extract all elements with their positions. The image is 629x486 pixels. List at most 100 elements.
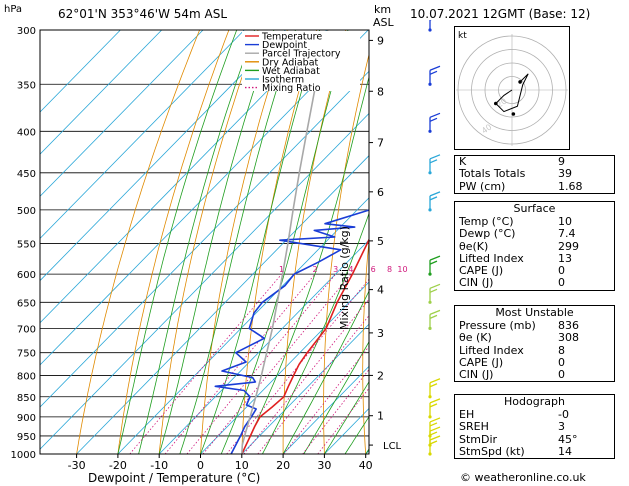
legend-label: Dewpoint [262, 40, 307, 51]
km-tick-label: 2 [377, 369, 384, 382]
wind-barb [428, 283, 441, 304]
table-row: SREH 3 [459, 420, 565, 434]
table-row: EH -0 [459, 408, 569, 421]
mixing-ratio-line [283, 345, 369, 454]
wind-barb [428, 65, 441, 86]
km-tick-label: 3 [377, 327, 384, 340]
pressure-tick-label: 350 [17, 80, 36, 91]
pressure-tick-label: 1000 [11, 450, 36, 461]
temperature-tick-label: 30 [317, 459, 331, 472]
table-row: CAPE (J) 0 [459, 355, 565, 369]
temperature-tick-label: 40 [359, 459, 373, 472]
mixing-ratio-axis-label: Mixing Ratio (g/kg) [338, 226, 351, 330]
hodograph-point [494, 101, 498, 106]
pressure-tick-label: 500 [17, 206, 36, 217]
legend-box [242, 31, 360, 91]
skew-t-diagram: 3003504004505005506006507007508008509009… [11, 26, 420, 472]
pressure-tick-label: 800 [17, 371, 36, 382]
dry-adiabat [401, 30, 420, 454]
table-row: Lifted Index 13 [459, 251, 572, 265]
wind-barb [428, 191, 441, 212]
wet-adiabat [200, 30, 321, 454]
pressure-tick-label: 950 [17, 432, 36, 443]
wind-barb [428, 154, 441, 175]
dry-adiabat [362, 236, 369, 454]
pressure-tick-label: 750 [17, 349, 36, 360]
asl-unit-label: ASL [373, 16, 394, 29]
table-row: CIN (J) 0 [459, 276, 565, 290]
isotherm [40, 30, 163, 155]
mixing-ratio-line [302, 368, 369, 454]
pressure-tick-label: 300 [17, 26, 36, 37]
km-unit-label: km [374, 3, 392, 16]
km-tick-label: LCL [383, 441, 402, 452]
legend-label: Isotherm [262, 75, 304, 86]
isotherm [365, 450, 369, 454]
isotherm [200, 281, 369, 454]
dry-adiabat [117, 30, 230, 454]
wind-barb [428, 398, 441, 419]
pressure-tick-label: 700 [17, 324, 36, 335]
table-row: CIN (J) 0 [459, 368, 565, 382]
location-title: 62°01'N 353°46'W 54m ASL [58, 7, 228, 21]
table-row: PW (cm) 1.68 [459, 179, 583, 193]
table-row: Pressure (mb) 836 [459, 319, 579, 332]
table-row: Totals Totals 39 [459, 167, 572, 181]
mixing-ratio-label: 2 [312, 265, 317, 274]
wind-barb [428, 309, 441, 330]
km-tick-label: 9 [377, 34, 384, 47]
table-row: StmSpd (kt) 14 [459, 444, 572, 458]
mixing-ratio-line [129, 273, 282, 454]
table-row: θe (K) 308 [459, 331, 579, 345]
isotherm [40, 112, 369, 450]
legend-label: Mixing Ratio [262, 83, 321, 94]
wind-barb [428, 426, 441, 447]
datetime-title: 10.07.2021 12GMT (Base: 12) [410, 7, 591, 21]
dry-adiabat [241, 30, 318, 454]
km-tick-label: 4 [377, 284, 384, 297]
pressure-tick-label: 450 [17, 169, 36, 180]
hodograph-trace [494, 73, 529, 116]
section-title: Surface [513, 202, 556, 215]
series-line-temperature [241, 237, 369, 454]
legend-label: Dry Adiabat [262, 57, 319, 68]
isotherm [40, 70, 369, 408]
mixing-ratio-line [186, 273, 337, 454]
surface-table: Surface Temp (°C) 10 Dewp (°C) 7.4 θe(K) 29… [454, 201, 615, 291]
isotherm [40, 30, 328, 324]
mixing-ratio-label: 8 [387, 265, 392, 274]
km-tick-label: 8 [377, 85, 384, 98]
profile-lines [214, 30, 369, 454]
table-row: CAPE (J) 0 [459, 264, 565, 278]
copyright-footer: © weatheronline.co.uk [460, 471, 586, 484]
temperature-tick-label: 20 [276, 459, 290, 472]
temperature-tick-label: 0 [197, 459, 204, 472]
hodograph-line [495, 73, 529, 113]
wind-barbs-column [428, 20, 441, 456]
temperature-tick-label: -10 [150, 459, 168, 472]
wet-adiabat [365, 448, 369, 454]
plot-frame [39, 29, 370, 455]
series-line-dewpoint [214, 209, 369, 454]
series-line-parcel-trajectory [241, 30, 329, 454]
most-unstable-table: Most Unstable Pressure (mb) 836 θe (K) 308… [454, 305, 615, 383]
km-tick-label: 6 [377, 186, 384, 199]
km-tick-label: 5 [377, 235, 384, 248]
legend-label: Temperature [261, 32, 322, 43]
isotherm [76, 155, 369, 454]
wet-adiabat [262, 212, 369, 454]
wind-barb [428, 112, 441, 133]
pressure-tick-label: 600 [17, 270, 36, 281]
wind-barb [428, 417, 441, 438]
mixing-ratio-line [243, 298, 369, 454]
mixing-ratio-label: 6 [371, 265, 376, 274]
hodograph: kt 20 40 [454, 26, 570, 150]
isotherm [241, 323, 369, 454]
wet-adiabat [179, 30, 296, 454]
dry-adiabat [200, 30, 288, 454]
table-row: θe(K) 299 [459, 239, 579, 253]
background-lines [40, 30, 420, 454]
table-row: StmDir 45° [459, 432, 578, 446]
section-title: Hodograph [504, 395, 565, 408]
